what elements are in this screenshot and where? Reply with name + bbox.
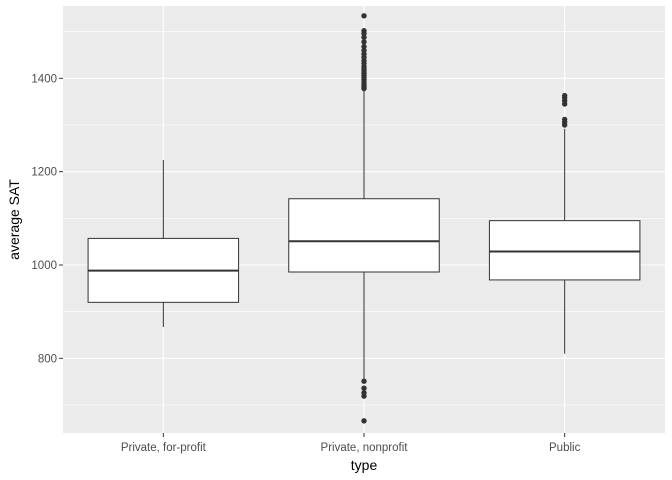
outlier-point	[361, 13, 367, 19]
boxes	[87, 13, 641, 424]
outlier-point	[361, 47, 367, 54]
x-axis-title: type	[351, 457, 378, 473]
y-axis-title: average SAT	[6, 179, 22, 260]
x-tick-label: Private, for-profit	[121, 442, 207, 454]
box-iqr	[488, 220, 641, 281]
outlier-point	[361, 390, 367, 396]
x-axis-ticks: Private, for-profit Private, nonprofit Pub…	[121, 433, 581, 454]
outlier-point	[561, 116, 568, 123]
outlier-point	[361, 51, 367, 57]
box-group	[87, 160, 240, 328]
y-tick-label: 1400	[31, 73, 57, 85]
outlier-point	[361, 34, 367, 40]
box-group	[488, 92, 641, 354]
outlier-point	[361, 28, 367, 34]
y-tick-label: 800	[38, 353, 57, 365]
x-tick-label: Private, nonprofit	[321, 442, 409, 454]
outlier-point	[361, 39, 367, 45]
x-tick-label: Public	[549, 442, 581, 454]
y-tick-label: 1000	[31, 260, 57, 272]
outlier-point	[561, 92, 568, 99]
y-tick-label: 1200	[31, 167, 57, 179]
y-axis-ticks: 800 1000 1200 1400	[31, 73, 63, 365]
outlier-point	[361, 43, 367, 50]
outlier-point	[361, 418, 367, 424]
box-group	[288, 13, 440, 424]
outlier-point	[361, 378, 367, 384]
outlier-point	[361, 385, 367, 391]
box-iqr	[288, 198, 440, 273]
